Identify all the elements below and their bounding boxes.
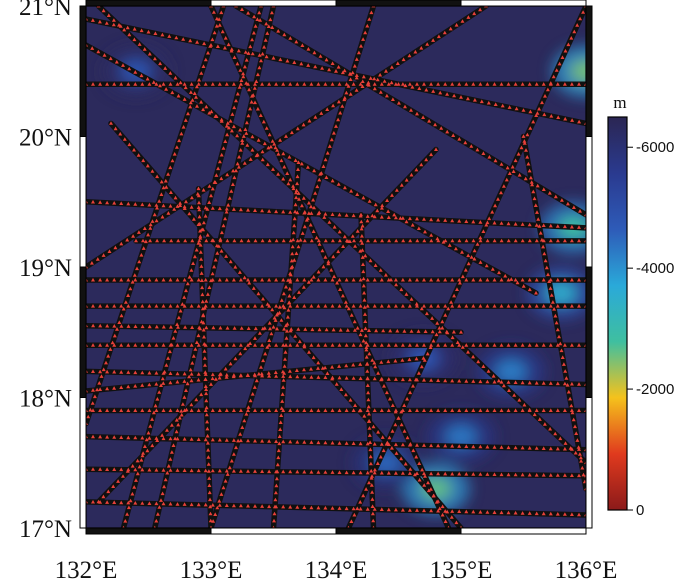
frame-segment <box>79 5 87 137</box>
track-markers <box>134 238 586 243</box>
y-axis-ticks: 17°N 18°N 19°N 20°N 21°N <box>19 0 72 543</box>
survey-track <box>95 146 439 505</box>
track-markers <box>153 6 276 528</box>
track-markers <box>272 160 301 528</box>
track-markers <box>521 134 586 491</box>
track-markers <box>86 434 586 452</box>
survey-track <box>208 6 452 528</box>
track-markers <box>96 147 438 504</box>
x-tick-label: 136°E <box>555 557 618 583</box>
colorbar: m -6000 -4000 -2000 0 <box>607 93 674 519</box>
track-markers <box>86 467 586 478</box>
track-markers <box>196 186 213 528</box>
frame-segment <box>585 266 593 398</box>
track-markers <box>347 6 586 528</box>
colorbar-tick-label: -4000 <box>636 260 674 277</box>
track-markers <box>86 6 226 425</box>
frame-segment <box>335 527 462 535</box>
track-markers <box>86 323 463 334</box>
frame-segment <box>210 527 337 535</box>
track-markers <box>86 304 586 308</box>
x-axis-ticks: 132°E 133°E 134°E 135°E 136°E <box>55 557 618 583</box>
track-markers <box>86 277 586 282</box>
frame-segment <box>85 0 212 7</box>
frame-segment <box>335 0 462 7</box>
shallow-patch <box>427 410 495 463</box>
track-markers <box>122 6 263 528</box>
x-tick-label: 135°E <box>430 557 493 583</box>
x-tick-label: 132°E <box>55 557 118 583</box>
frame-segment <box>585 136 593 268</box>
frame-segment <box>460 527 587 535</box>
map-frame <box>79 0 593 535</box>
track-markers <box>86 408 586 412</box>
survey-track <box>520 133 586 492</box>
track-markers <box>86 43 538 295</box>
track-markers <box>86 6 488 269</box>
frame-segment <box>85 527 212 535</box>
colorbar-tick-label: 0 <box>636 502 644 519</box>
track-markers <box>86 199 586 230</box>
frame-segment <box>585 397 593 529</box>
y-tick-label: 18°N <box>19 386 72 413</box>
frame-segment <box>210 0 337 7</box>
x-tick-label: 134°E <box>305 557 368 583</box>
x-tick-label: 133°E <box>180 557 243 583</box>
y-tick-label: 20°N <box>19 125 72 152</box>
track-markers <box>359 212 376 528</box>
track-markers <box>86 16 586 125</box>
track-markers <box>86 369 586 386</box>
track-markers <box>86 356 426 393</box>
track-markers <box>109 121 463 528</box>
frame-segment <box>79 266 87 398</box>
colorbar-tick-label: -6000 <box>636 139 674 156</box>
survey-marker-layer <box>86 6 586 528</box>
frame-segment <box>79 136 87 268</box>
colorbar-tick-label: -2000 <box>636 381 674 398</box>
colorbar-unit-label: m <box>613 93 626 112</box>
track-markers <box>86 499 586 517</box>
frame-segment <box>460 0 587 7</box>
colorbar-gradient <box>607 116 628 511</box>
frame-segment <box>585 5 593 137</box>
track-markers <box>86 343 586 347</box>
track-markers <box>209 6 450 528</box>
y-tick-label: 17°N <box>19 516 72 543</box>
y-tick-label: 19°N <box>19 255 72 282</box>
colorbar-ticks: -6000 -4000 -2000 0 <box>627 139 674 519</box>
frame-segment <box>79 397 87 529</box>
y-tick-label: 21°N <box>19 0 72 21</box>
map-panel <box>86 6 586 528</box>
track-markers <box>234 6 586 217</box>
track-markers <box>209 6 376 528</box>
track-markers <box>86 82 586 86</box>
